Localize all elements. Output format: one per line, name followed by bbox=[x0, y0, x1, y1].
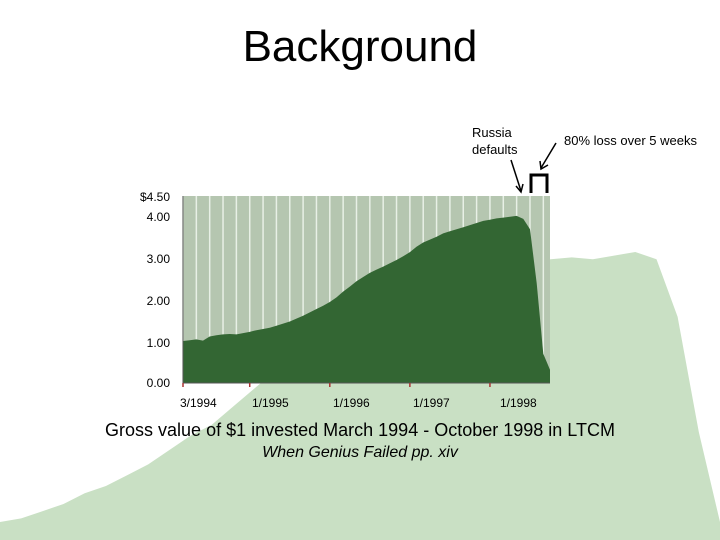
loss-period-bracket bbox=[529, 173, 549, 193]
x-tick-label: 1/1995 bbox=[252, 396, 289, 410]
y-tick-label: 0.00 bbox=[146, 376, 170, 390]
russia-arrow bbox=[510, 159, 522, 192]
y-tick-label: 2.00 bbox=[146, 294, 170, 308]
russia-label-line1: Russia bbox=[472, 125, 512, 140]
source-caption: When Genius Failed pp. xiv bbox=[262, 444, 458, 461]
y-tick-label: 4.00 bbox=[146, 210, 170, 224]
russia-defaults-annotation: Russia defaults bbox=[472, 124, 518, 158]
chart-caption: Gross value of $1 invested March 1994 - … bbox=[105, 420, 615, 440]
y-tick-label: 3.00 bbox=[146, 252, 170, 266]
x-tick-label: 3/1994 bbox=[180, 396, 217, 410]
y-tick-label: 1.00 bbox=[146, 336, 170, 350]
x-tick-label: 1/1996 bbox=[333, 396, 370, 410]
x-tick-label: 1/1998 bbox=[500, 396, 537, 410]
russia-label-line2: defaults bbox=[472, 142, 518, 157]
value-area-series bbox=[183, 215, 550, 383]
x-tick-label: 1/1997 bbox=[413, 396, 450, 410]
y-tick-label: $4.50 bbox=[139, 190, 170, 204]
loss-arrow bbox=[540, 142, 557, 169]
russia-arrowhead bbox=[515, 183, 524, 194]
loss-arrowhead bbox=[539, 160, 549, 171]
loss-annotation: 80% loss over 5 weeks bbox=[564, 133, 697, 148]
slide-title: Background bbox=[242, 22, 478, 71]
